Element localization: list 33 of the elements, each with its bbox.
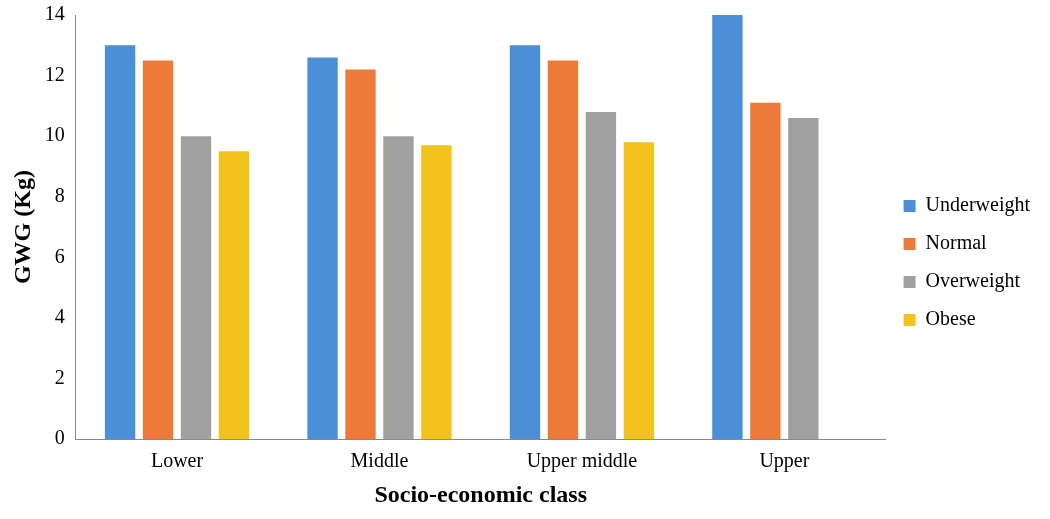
legend-label: Overweight [925,269,1021,293]
bar [218,151,250,440]
x-tick-label: Upper [759,449,810,473]
legend-label: Obese [925,307,976,330]
bar [180,136,212,440]
y-tick-label: 14 [44,2,65,25]
bar [547,60,579,440]
x-axis-title: Socio-economic class [374,480,588,507]
y-tick-label: 12 [44,62,65,85]
y-tick-label: 6 [54,244,65,267]
y-tick-label: 0 [54,426,65,449]
bar [142,60,174,440]
bar [383,136,414,440]
bar [788,118,819,440]
bar [104,45,136,440]
bar [585,111,617,440]
bar [750,102,781,440]
y-axis-title: GWG (Kg) [8,170,35,285]
x-tick-label: Lower [150,449,204,472]
bar [712,15,743,440]
bar [345,69,376,440]
legend-label: Normal [925,231,988,254]
y-tick-label: 4 [54,305,65,328]
bar [623,142,655,440]
bar [307,57,338,440]
y-tick-label: 10 [44,123,65,146]
bar [421,145,452,440]
y-tick-label: 2 [54,365,65,388]
bar [509,45,541,440]
x-tick-label: Middle [350,449,409,472]
y-tick-label: 8 [54,184,65,207]
legend-label: Underweight [925,193,1031,217]
x-tick-label: Upper middle [526,449,638,473]
